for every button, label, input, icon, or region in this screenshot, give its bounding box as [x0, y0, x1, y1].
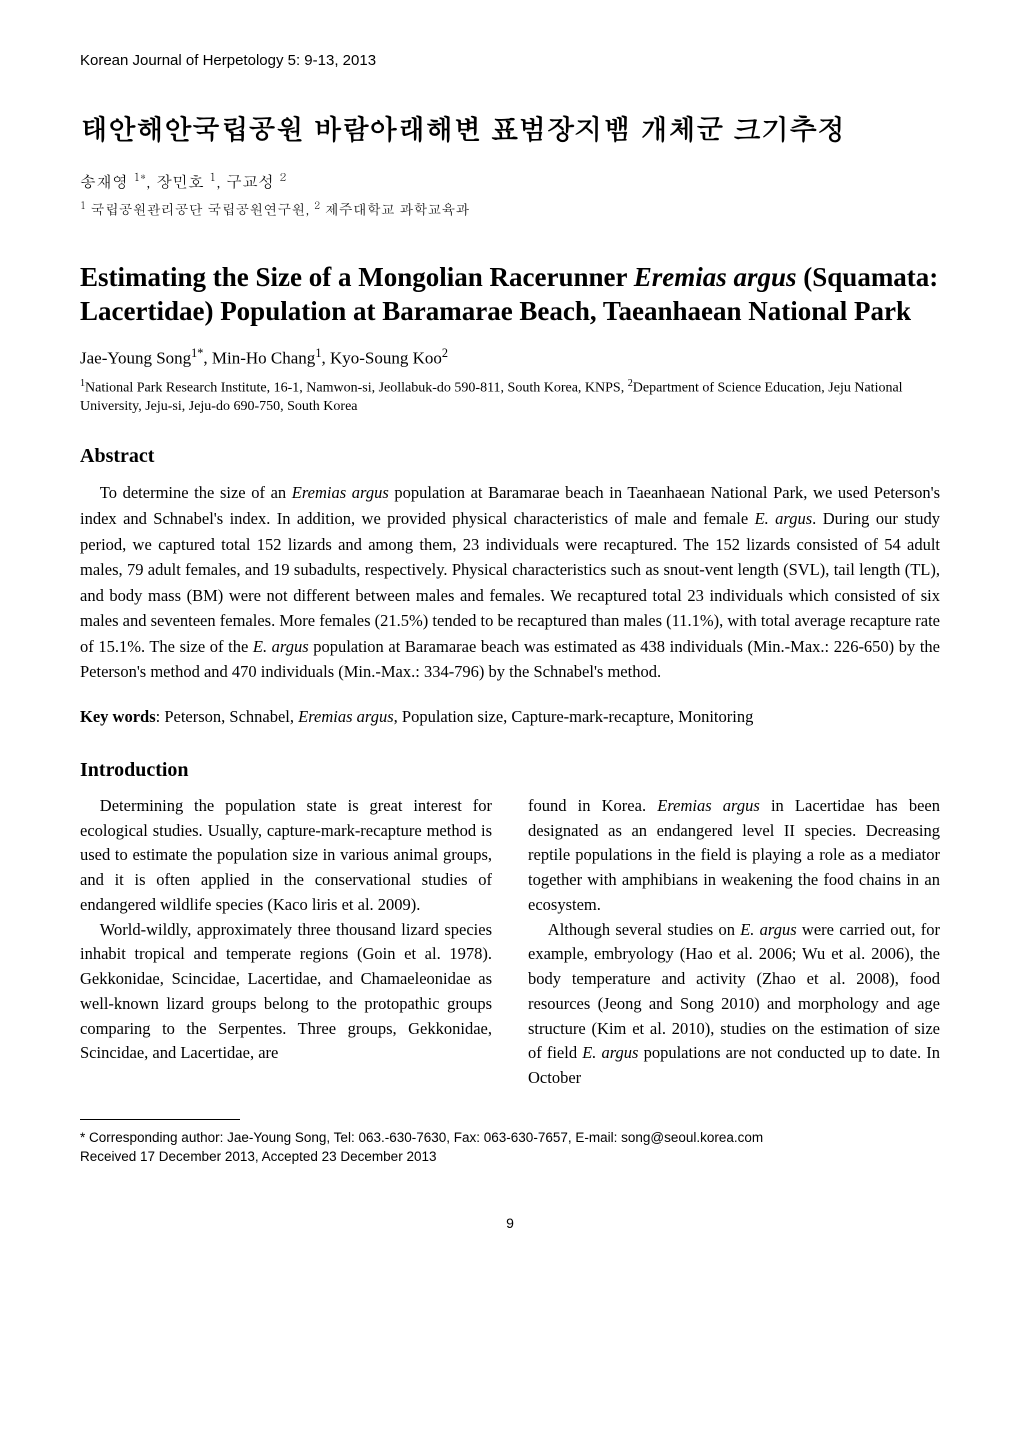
keywords-line: Key words: Peterson, Schnabel, Eremias a…: [80, 707, 940, 727]
introduction-columns: Determining the population state is grea…: [80, 794, 940, 1091]
english-affiliations: 1National Park Research Institute, 16-1,…: [80, 377, 940, 417]
abstract-heading: Abstract: [80, 445, 940, 468]
english-authors: Jae-Young Song1*, Min-Ho Chang1, Kyo-Sou…: [80, 346, 940, 369]
introduction-left-column: Determining the population state is grea…: [80, 794, 492, 1091]
introduction-right-column: found in Korea. Eremias argus in Lacerti…: [528, 794, 940, 1091]
page-number: 9: [80, 1215, 940, 1231]
intro-paragraph: Although several studies on E. argus wer…: [528, 918, 940, 1091]
journal-header: Korean Journal of Herpetology 5: 9-13, 2…: [80, 52, 940, 69]
english-title: Estimating the Size of a Mongolian Racer…: [80, 261, 940, 329]
intro-paragraph: found in Korea. Eremias argus in Lacerti…: [528, 794, 940, 918]
footnote-correspondence: * Corresponding author: Jae-Young Song, …: [80, 1128, 940, 1148]
korean-affiliations: 1 국립공원관리공단 국립공원연구원, 2 제주대학교 과학교육과: [80, 198, 940, 219]
intro-paragraph: Determining the population state is grea…: [80, 794, 492, 918]
footnote-block: * Corresponding author: Jae-Young Song, …: [80, 1128, 940, 1167]
korean-authors: 송재영 1*, 장민호 1, 구교성 2: [80, 169, 940, 192]
abstract-body: To determine the size of an Eremias argu…: [80, 480, 940, 685]
korean-title: 태안해안국립공원 바람아래해변 표범장지뱀 개체군 크기추정: [80, 109, 940, 147]
keywords-label: Key words: [80, 707, 156, 726]
footnote-rule: [80, 1119, 240, 1120]
footnote-received: Received 17 December 2013, Accepted 23 D…: [80, 1147, 940, 1167]
keywords-list: : Peterson, Schnabel, Eremias argus, Pop…: [156, 707, 754, 726]
introduction-heading: Introduction: [80, 759, 940, 782]
intro-paragraph: World-wildly, approximately three thousa…: [80, 918, 492, 1067]
